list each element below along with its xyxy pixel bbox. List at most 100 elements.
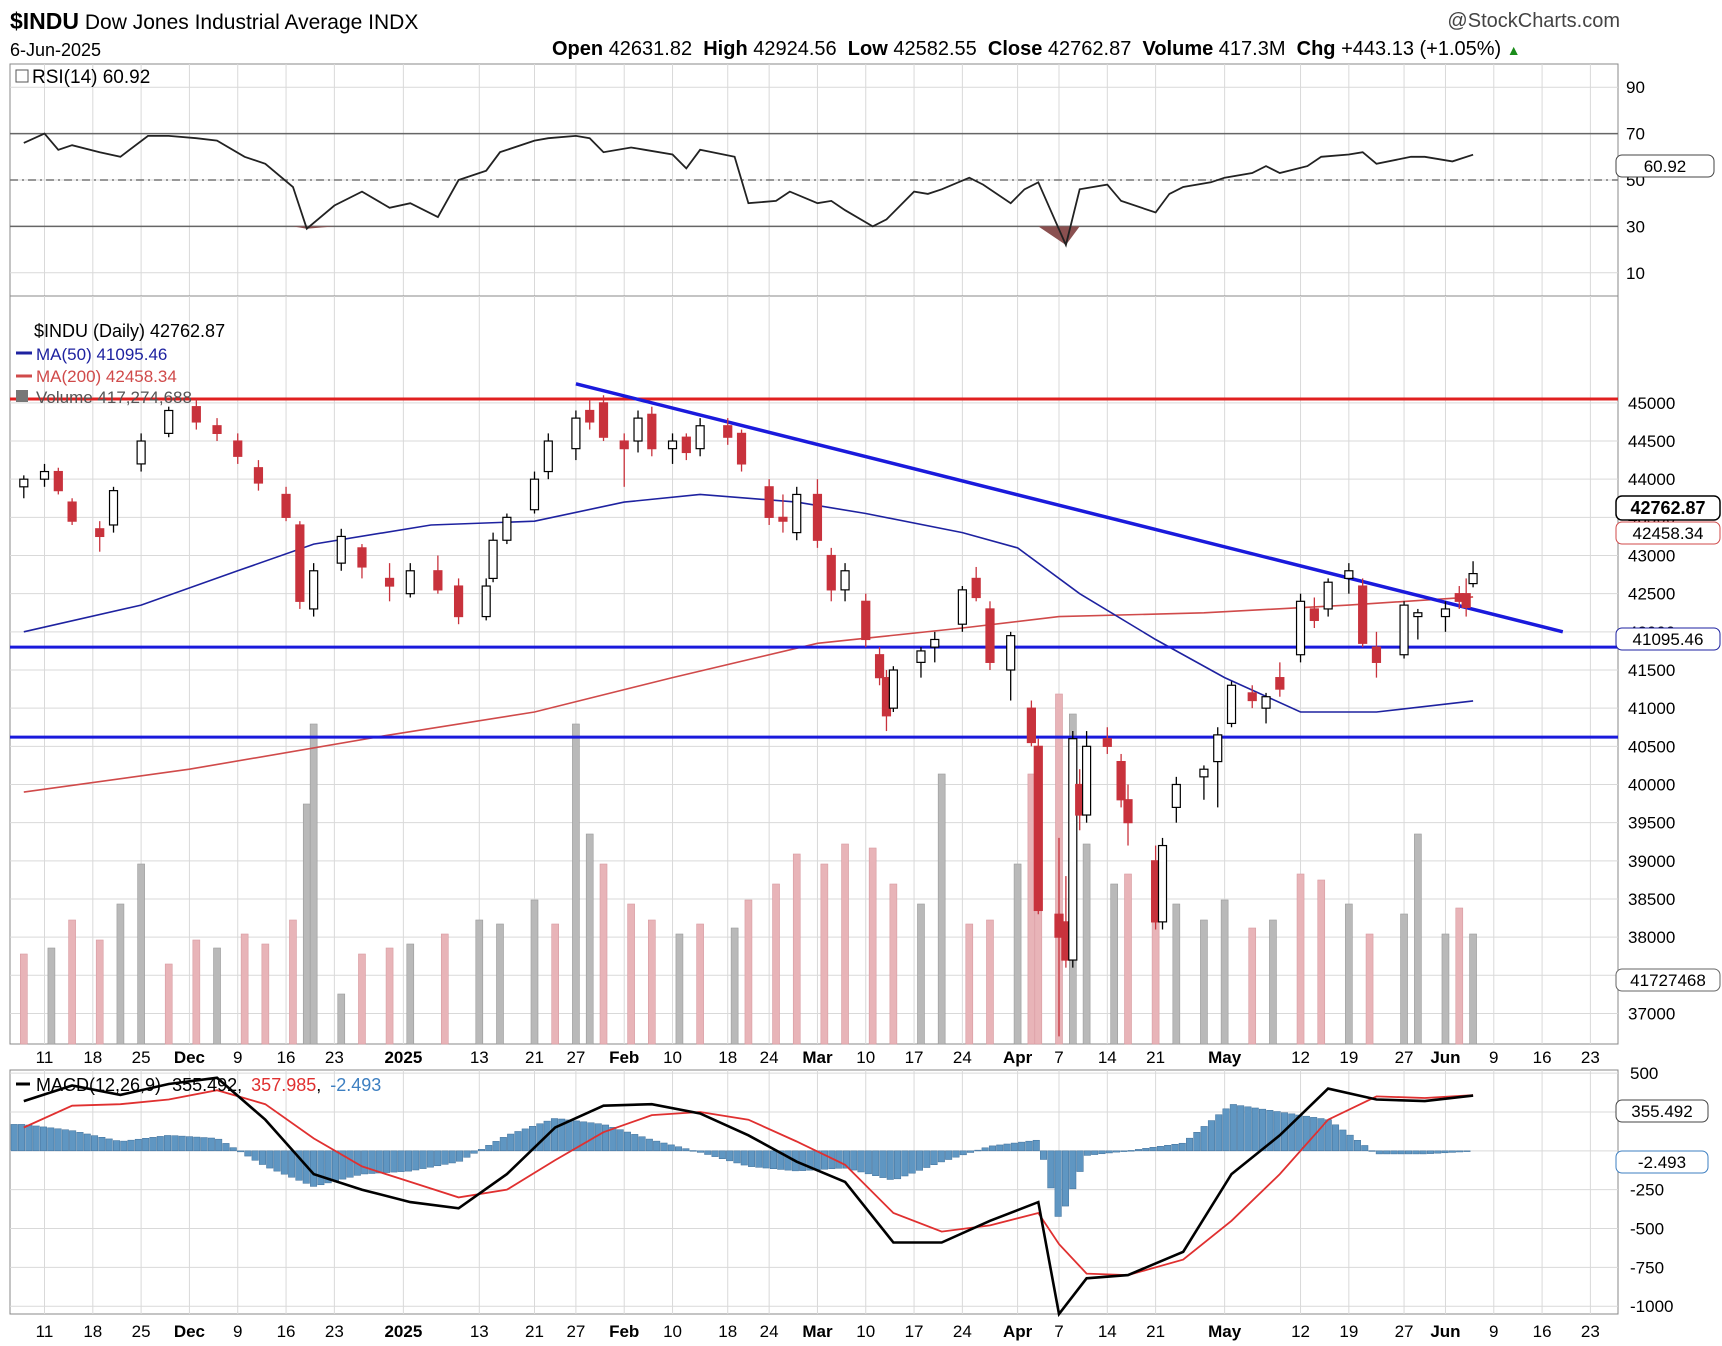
price-tick-label: 38000 <box>1628 928 1675 947</box>
macd-hist-bar <box>616 1129 624 1152</box>
volume-bar <box>95 939 104 1045</box>
candle-body <box>1295 600 1306 656</box>
macd-hist-badge: -2.493 <box>1615 1150 1709 1174</box>
macd-hist-bar <box>164 1135 172 1152</box>
macd-hist-bar <box>134 1138 142 1152</box>
candle <box>1068 731 1078 968</box>
price-tick-label: 38500 <box>1628 890 1675 909</box>
candle <box>1295 593 1306 663</box>
macd-hist-bar <box>981 1147 989 1152</box>
volume-bar <box>1400 913 1408 1045</box>
candle <box>1358 578 1368 648</box>
candle-body <box>1213 734 1223 763</box>
date-tick-label: 10 <box>856 1322 875 1341</box>
date-tick-label: 12 <box>1291 1322 1310 1341</box>
macd-hist-bar <box>915 1150 923 1171</box>
candle-body <box>778 516 788 522</box>
macd-hist-bar <box>704 1150 712 1155</box>
candle <box>309 563 319 617</box>
volume-bars <box>20 693 1477 1045</box>
macd-hist-bar <box>1302 1115 1310 1152</box>
support-resistance-lines <box>10 397 1618 739</box>
macd-histogram <box>10 1104 1471 1217</box>
macd-hist-bar <box>1105 1150 1113 1154</box>
macd-hist-bar <box>799 1150 807 1171</box>
date-tick-label: 14 <box>1098 1322 1117 1341</box>
rsi-tick-label: 10 <box>1626 264 1645 283</box>
candle-body <box>1226 684 1237 725</box>
macd-hist-bar <box>879 1150 887 1178</box>
macd-hist-bar <box>952 1150 960 1158</box>
candle-body <box>95 528 105 538</box>
candle-body <box>1413 612 1423 618</box>
candle-body <box>108 490 119 526</box>
macd-hist-bar <box>609 1127 617 1152</box>
candle <box>1006 631 1016 701</box>
volume-bar <box>551 923 560 1045</box>
candle-body <box>633 417 643 442</box>
candle-body <box>281 493 291 518</box>
volume-bar <box>1172 903 1181 1045</box>
volume-bar <box>1414 833 1422 1045</box>
volume-bar <box>792 853 801 1045</box>
volume-bar <box>627 903 635 1045</box>
volume-bar <box>1296 873 1305 1045</box>
date-tick-label: Mar <box>802 1322 833 1341</box>
volume-bar <box>1441 933 1450 1045</box>
price-legend-title: $INDU (Daily) 42762.87 <box>34 321 225 341</box>
candle-body <box>1371 646 1382 663</box>
candle <box>764 479 774 525</box>
candle-body <box>681 436 691 454</box>
candle-body <box>647 413 657 450</box>
date-tick-label: 27 <box>566 1322 585 1341</box>
candle-body <box>39 470 50 480</box>
macd-hist-bar <box>1434 1150 1442 1154</box>
macd-hist-bar <box>463 1150 471 1158</box>
macd-hist-bar <box>215 1138 223 1152</box>
date-tick-label: 13 <box>470 1322 489 1341</box>
macd-hist-bar <box>1368 1150 1376 1152</box>
candle <box>502 513 512 545</box>
macd-hist-bar <box>1040 1150 1048 1160</box>
candle-body <box>792 493 802 534</box>
price-tick-label: 42500 <box>1628 585 1675 604</box>
volume-badge-value: 41727468 <box>1630 971 1706 990</box>
candle <box>861 593 871 648</box>
candle-body <box>1309 608 1319 621</box>
rsi-tick-label: 70 <box>1626 125 1645 144</box>
macd-hist-bar <box>39 1126 47 1152</box>
macd-hist-bar <box>375 1150 383 1174</box>
candle-body <box>136 440 146 465</box>
candle <box>1199 765 1209 800</box>
date-tick-label: 25 <box>132 1322 151 1341</box>
candle-body <box>433 570 443 591</box>
volume-bar <box>1469 933 1477 1045</box>
ma50-badge: 41095.46 <box>1615 627 1721 651</box>
open-value: 42631.82 <box>608 38 693 60</box>
macd-hist-bar <box>1003 1143 1011 1152</box>
candle-body <box>1102 738 1112 747</box>
macd-hist-bar <box>1251 1107 1259 1152</box>
macd-badge-value: 355.492 <box>1631 1102 1692 1121</box>
volume-bar <box>772 883 780 1045</box>
candle-body <box>53 470 63 492</box>
candle <box>1323 578 1333 617</box>
candle-body <box>957 589 967 625</box>
ma50-badge-value: 41095.46 <box>1633 630 1704 649</box>
date-tick-label: Jun <box>1430 1322 1460 1341</box>
macd-legend: MACD(12,26,9) 355.492, 357.985, -2.493 <box>16 1075 381 1095</box>
date-tick-label: May <box>1208 1322 1242 1341</box>
date-tick-label: Dec <box>174 1048 205 1067</box>
macd-hist-bar <box>1207 1120 1215 1152</box>
macd-hist-bar <box>105 1138 113 1152</box>
candle <box>1261 692 1271 724</box>
candle-body <box>1358 585 1368 644</box>
candle-body <box>1440 608 1451 618</box>
macd-hist-bar <box>178 1135 186 1152</box>
volume-bar <box>261 943 270 1045</box>
macd-hist-bar <box>32 1125 40 1152</box>
volume-bar <box>192 939 201 1045</box>
candle <box>1226 681 1237 728</box>
date-tick-label: 18 <box>718 1322 737 1341</box>
price-tick-label: 41000 <box>1628 699 1675 718</box>
